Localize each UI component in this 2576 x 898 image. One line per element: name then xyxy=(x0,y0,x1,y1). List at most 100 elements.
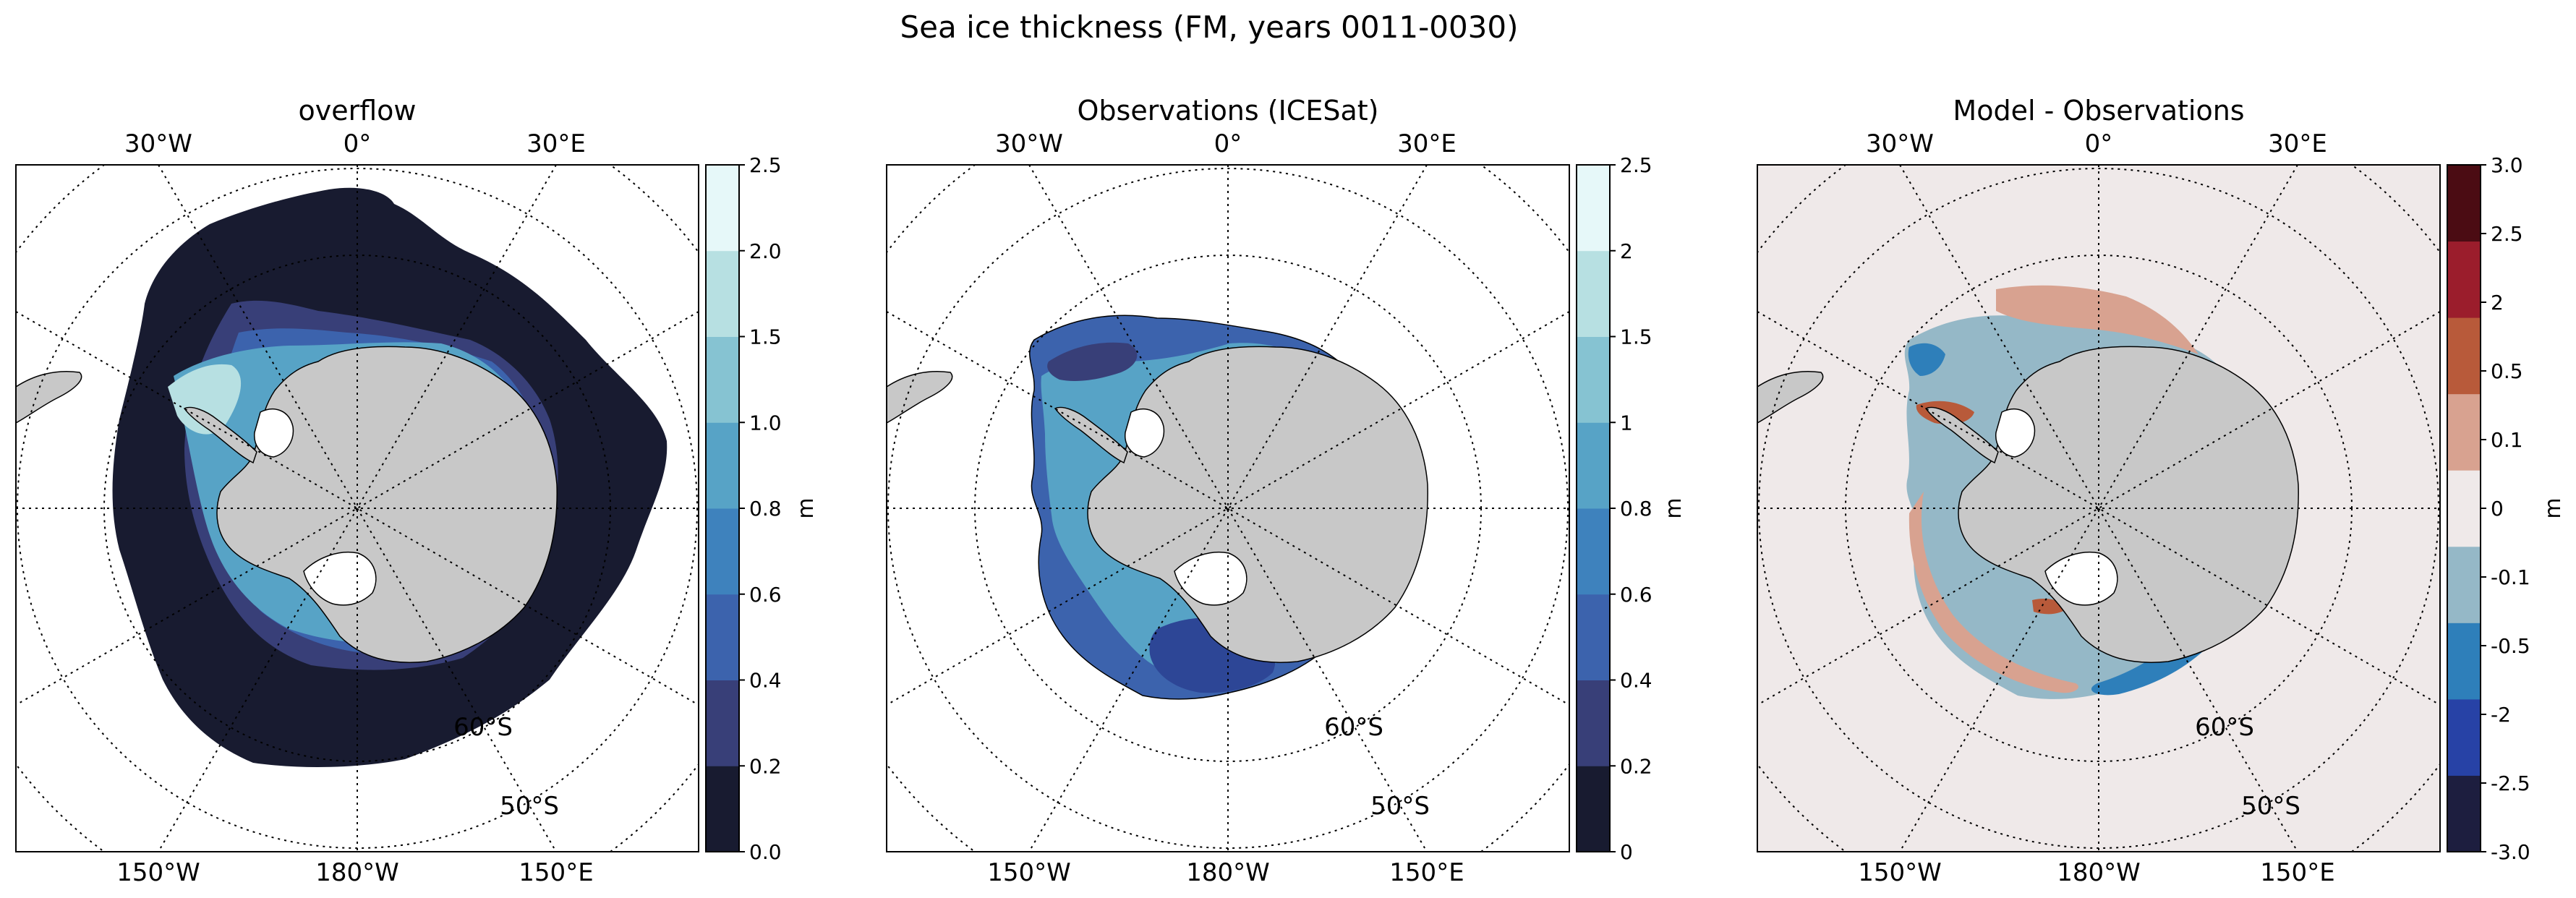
south-america-tip xyxy=(15,370,82,424)
graticule xyxy=(1757,165,2440,852)
south-america-tip xyxy=(1757,370,1824,424)
colorbar-bin xyxy=(1577,594,1610,680)
lon-label-bottom-left: 150°W xyxy=(116,858,200,887)
colorbar-unit-label: m xyxy=(793,497,819,518)
lat-label-50s: 50°S xyxy=(2241,792,2300,821)
lon-label-top-left: 30°W xyxy=(995,129,1063,158)
antarctic-peninsula xyxy=(1924,406,1999,464)
colorbar-tick-label: -3.0 xyxy=(2491,840,2530,864)
colorbar-tick-label: 0.2 xyxy=(1620,754,1652,778)
colorbar-tick-label: 2.5 xyxy=(2491,222,2523,246)
lat-label-60s: 60°S xyxy=(453,713,513,742)
diff-positive-north xyxy=(1996,285,2198,354)
lat-label-60s: 60°S xyxy=(2195,713,2254,742)
diff-negative-strong-west xyxy=(1908,343,1945,376)
colorbar-tick-label: -0.1 xyxy=(2491,565,2530,589)
colorbar-tick-label: 2 xyxy=(1620,239,1633,263)
colorbar-tick-label: 0 xyxy=(1620,840,1633,864)
colorbar-unit-label: m xyxy=(1661,497,1686,518)
lon-label-top-right: 30°E xyxy=(2268,129,2327,158)
colorbar-tick-label: 2 xyxy=(2491,291,2504,315)
colorbar-tick-label: 0.4 xyxy=(749,669,782,693)
antarctica-landmass xyxy=(1958,346,2299,663)
colorbar-tick-label: 1.0 xyxy=(749,411,782,435)
colorbar-tick-label: 2.5 xyxy=(1620,153,1652,177)
lon-label-bottom-left: 150°W xyxy=(987,858,1071,887)
lon-label-bottom-center: 180°W xyxy=(2057,858,2141,887)
colorbar-bin xyxy=(1577,165,1610,252)
colorbar-bin xyxy=(2447,546,2481,623)
lon-label-bottom-center: 180°W xyxy=(1186,858,1270,887)
colorbar-tick-label: 0.4 xyxy=(1620,669,1652,693)
colorbar-bin xyxy=(706,336,739,423)
colorbar-tick-label: 1.5 xyxy=(1620,325,1652,349)
colorbar: -3.0 -2.5 -2 -0.5 -0.1 0 0.1 0.5 2 2.5 3.0 xyxy=(2447,153,2530,864)
colorbar-bin xyxy=(1577,766,1610,852)
colorbar-tick-label: 0.5 xyxy=(2491,359,2523,383)
colorbar-tick-label: -0.5 xyxy=(2491,634,2530,658)
colorbar-tick-label: 2.5 xyxy=(749,153,782,177)
diff-positive-outer xyxy=(1908,492,2078,693)
colorbar-tick-label: -2 xyxy=(2491,703,2511,727)
colorbar-bin xyxy=(706,422,739,509)
antarctic-peninsula xyxy=(183,406,257,464)
panel-title: overflow xyxy=(298,95,416,127)
weddell-ice-shelf xyxy=(1125,409,1165,458)
lon-label-top-left: 30°W xyxy=(1866,129,1934,158)
colorbar-tick-label: 3.0 xyxy=(2491,153,2523,177)
colorbar-bin xyxy=(1577,250,1610,337)
lon-label-top-center: 0° xyxy=(2085,129,2113,158)
colorbar-bin xyxy=(2447,775,2481,852)
colorbar-tick-label: 1 xyxy=(1620,411,1633,435)
lat-label-50s: 50°S xyxy=(500,792,559,821)
colorbar-bin xyxy=(706,165,739,252)
lon-label-bottom-right: 150°E xyxy=(1389,858,1464,887)
colorbar-bin xyxy=(2447,241,2481,318)
colorbar-tick-label: 0.6 xyxy=(1620,583,1652,607)
colorbar-bin xyxy=(706,594,739,680)
colorbar-bin xyxy=(2447,623,2481,700)
ice-band-thick xyxy=(168,364,242,435)
colorbar-bin xyxy=(706,250,739,337)
weddell-ice-shelf xyxy=(1995,409,2036,458)
colorbar-bin xyxy=(706,766,739,852)
colorbar-bin xyxy=(1577,336,1610,423)
weddell-ice-shelf xyxy=(254,409,294,458)
antarctic-peninsula xyxy=(1054,406,1128,464)
lat-label-50s: 50°S xyxy=(1370,792,1430,821)
colorbar-tick-label: 0.1 xyxy=(2491,428,2523,452)
ross-ice-shelf xyxy=(303,552,377,606)
colorbar-tick-label: 0.6 xyxy=(749,583,782,607)
antarctica-landmass xyxy=(1087,346,1428,663)
colorbar-bin xyxy=(706,680,739,766)
lon-label-top-center: 0° xyxy=(1214,129,1242,158)
colorbar-bin xyxy=(706,508,739,595)
colorbar: 0.0 0.2 0.4 0.6 0.8 1.0 1.5 2.0 2.5 xyxy=(705,153,782,864)
colorbar-tick-label: 1.5 xyxy=(749,325,782,349)
ice-band-thick-west xyxy=(1047,342,1138,381)
map-frame xyxy=(886,164,1570,852)
graticule xyxy=(887,165,1569,852)
colorbar-tick-label: 0.0 xyxy=(749,840,782,864)
ross-ice-shelf xyxy=(1174,552,1248,606)
colorbar-tick-label: 0 xyxy=(2491,497,2504,521)
lon-label-top-center: 0° xyxy=(344,129,372,158)
figure-title: Sea ice thickness (FM, years 0011-0030) xyxy=(900,9,1518,45)
colorbar-bin xyxy=(2447,470,2481,547)
lat-label-60s: 60°S xyxy=(1324,713,1383,742)
colorbar-tick-label: -2.5 xyxy=(2491,771,2530,795)
colorbar-bin xyxy=(1577,680,1610,766)
lon-label-top-right: 30°E xyxy=(526,129,586,158)
colorbar-bin xyxy=(1577,508,1610,595)
colorbar-bin xyxy=(1577,422,1610,509)
south-america-tip xyxy=(886,370,953,424)
lon-label-bottom-left: 150°W xyxy=(1858,858,1942,887)
colorbar-unit-label: m xyxy=(2541,497,2566,518)
lon-label-bottom-right: 150°E xyxy=(2260,858,2334,887)
lon-label-top-left: 30°W xyxy=(124,129,192,158)
ross-ice-shelf xyxy=(2044,552,2118,606)
lon-label-top-right: 30°E xyxy=(1397,129,1457,158)
colorbar-tick-label: 2.0 xyxy=(749,239,782,263)
antarctica-landmass xyxy=(216,346,558,663)
